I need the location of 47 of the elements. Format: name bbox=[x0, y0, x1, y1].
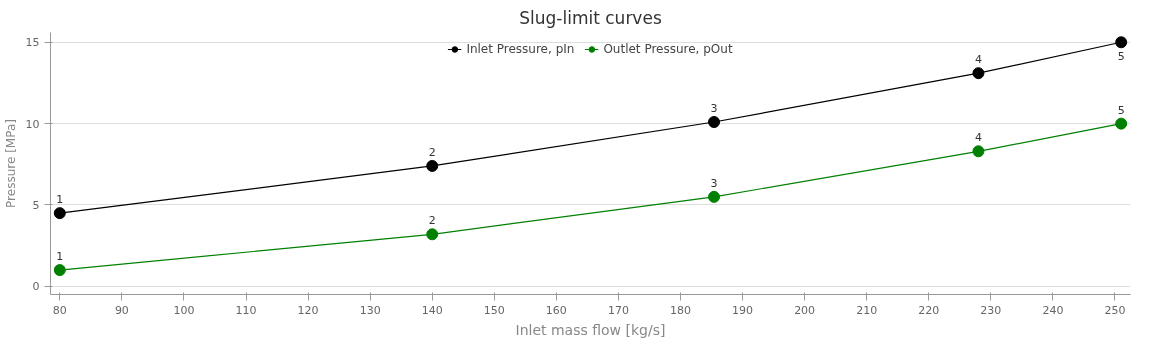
y-tick-label: 10 bbox=[25, 117, 40, 131]
x-tick-label: 180 bbox=[670, 303, 691, 317]
legend-label: Outlet Pressure, pOut bbox=[603, 42, 733, 56]
x-tick-label: 140 bbox=[421, 303, 443, 317]
annotation: 2 bbox=[428, 145, 436, 159]
y-tick-label: 0 bbox=[32, 280, 40, 294]
x-tick-label: 150 bbox=[483, 303, 505, 317]
point bbox=[972, 67, 985, 80]
x-tick-label: 100 bbox=[173, 303, 195, 317]
point bbox=[426, 159, 439, 172]
x-tick-label: 160 bbox=[545, 303, 567, 317]
point bbox=[1115, 117, 1128, 130]
y-axis-title: Pressure [MPa] bbox=[3, 119, 18, 208]
x-tick-label: 90 bbox=[114, 303, 129, 317]
x-tick-label: 200 bbox=[794, 303, 816, 317]
legend-label: Inlet Pressure, pIn bbox=[466, 42, 575, 56]
x-tick-label: 220 bbox=[918, 303, 940, 317]
x-tick-label: 110 bbox=[235, 303, 257, 317]
annotation: 2 bbox=[428, 214, 436, 228]
annotation: 1 bbox=[56, 193, 64, 207]
x-tick-label: 120 bbox=[297, 303, 319, 317]
x-tick-label: 130 bbox=[359, 303, 381, 317]
point bbox=[53, 207, 66, 220]
x-tick-label: 240 bbox=[1042, 303, 1064, 317]
x-tick-label: 190 bbox=[732, 303, 754, 317]
point bbox=[53, 264, 66, 277]
x-tick-label: 250 bbox=[1104, 303, 1126, 317]
annotation: 5 bbox=[1117, 103, 1125, 117]
point bbox=[972, 145, 985, 158]
y-tick-label: 15 bbox=[25, 36, 40, 50]
chart-title: Slug-limit curves bbox=[519, 7, 662, 28]
annotation: 3 bbox=[710, 102, 718, 115]
x-tick-label: 170 bbox=[607, 303, 629, 317]
point bbox=[708, 116, 721, 128]
point bbox=[1115, 36, 1128, 49]
x-axis-title: Inlet mass flow [kg/s] bbox=[515, 321, 666, 338]
annotation: 3 bbox=[710, 176, 718, 190]
annotation: 4 bbox=[974, 53, 982, 67]
point bbox=[426, 228, 439, 241]
y-tick-label: 5 bbox=[32, 199, 40, 212]
point bbox=[708, 190, 721, 203]
x-tick-label: 230 bbox=[980, 303, 1002, 317]
annotation: 1 bbox=[56, 250, 64, 264]
x-tick-label: 210 bbox=[856, 303, 878, 317]
annotation: 4 bbox=[974, 131, 982, 145]
annotation: 5 bbox=[1117, 50, 1125, 64]
x-tick-label: 80 bbox=[52, 303, 67, 317]
